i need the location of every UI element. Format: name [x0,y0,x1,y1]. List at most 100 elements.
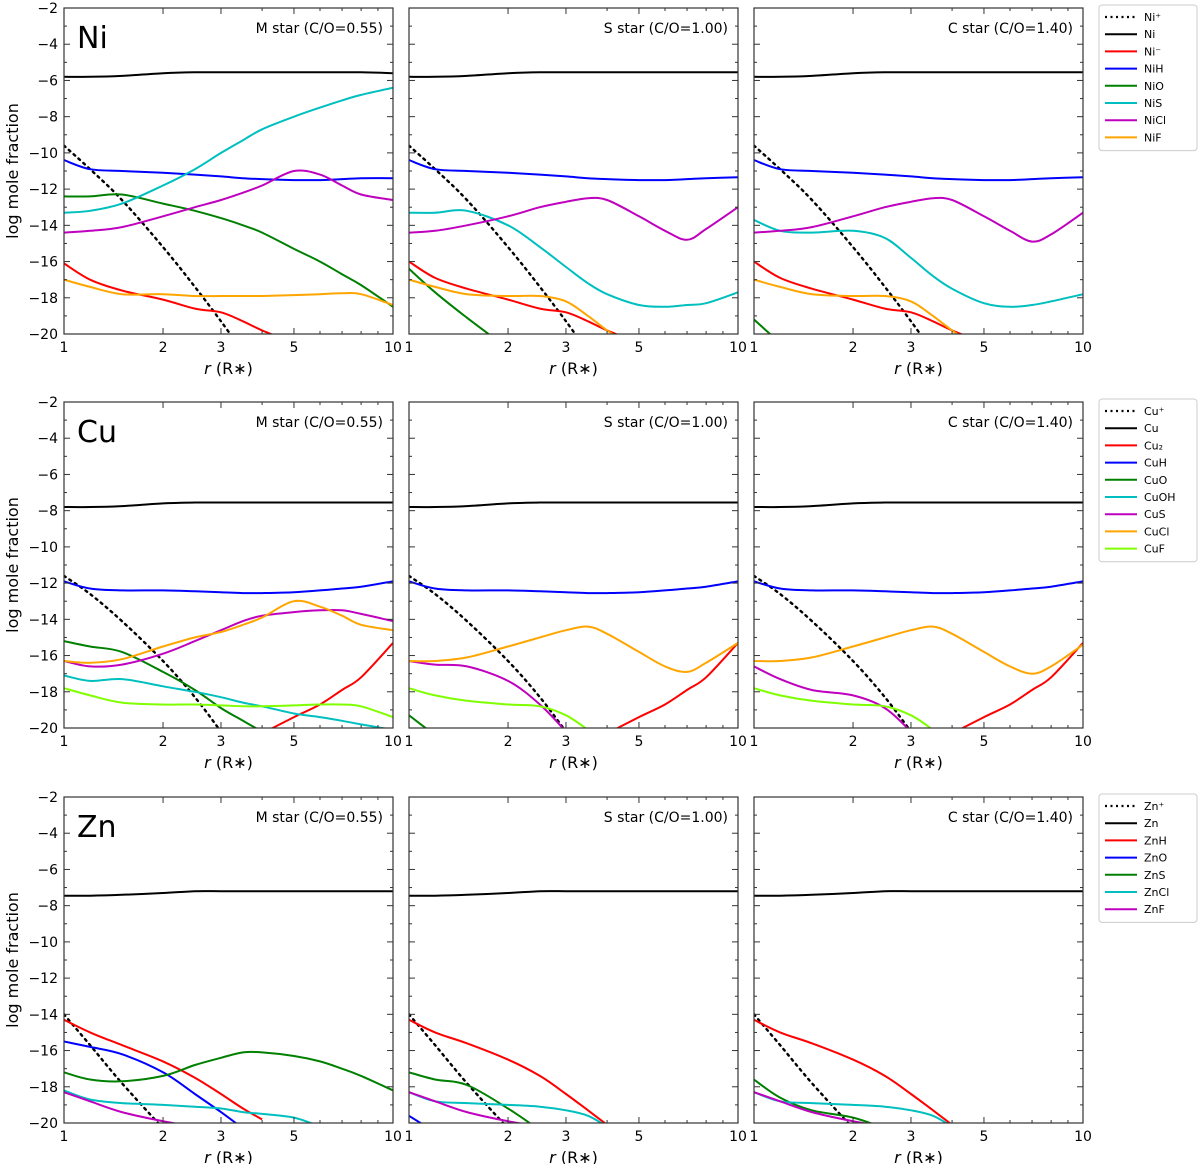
star-type-label: S star (C/O=1.00) [604,415,728,431]
x-tick-label: 1 [405,734,414,750]
panel-cu-c-star: 1 2 3 5 10 r (R∗) C star (C/O=1.40) [750,401,1092,772]
legend-label: CuS [1144,508,1166,521]
legend-label: ZnS [1144,869,1166,882]
series-zns [64,1050,393,1092]
series-lines [409,501,738,728]
legend-label: Ni⁺ [1144,11,1161,24]
panel-cu-m-star: −2 −4 −6 −8 −10 −12 −14 −16 −18 −20 log mole fract… [3,395,402,772]
legend-label: ZnCl [1144,886,1169,899]
x-tick-label: 1 [750,734,759,750]
legend-label: ZnO [1144,852,1168,865]
panel-cu-s-star: 1 2 3 5 10 r (R∗) S star (C/O=1.00) [405,401,747,772]
y-tick-label: −16 [28,649,58,665]
y-tick-label: −14 [28,1007,58,1023]
y-tick-label: −20 [28,1116,58,1132]
series-zn-plus [409,1013,505,1123]
series-lines [754,71,1083,334]
series-cucl [754,625,1083,675]
x-tick-label: 3 [562,1129,571,1145]
legend-label: Ni [1144,28,1155,41]
x-tick-label: 2 [849,734,858,750]
series-cuf [409,687,588,728]
series-zno [409,1114,423,1123]
x-tick-label: 10 [1074,734,1092,750]
series-nis [754,218,1083,308]
panel-ni-s-star: 1 2 3 5 10 r (R∗) S star (C/O=1.00) [405,7,747,378]
x-tick-label: 5 [980,1129,989,1145]
series-znf [409,1091,524,1123]
star-type-label: M star (C/O=0.55) [256,810,383,826]
series-znf [64,1091,179,1123]
panel-zn-m-star: −2 −4 −6 −8 −10 −12 −14 −16 −18 −20 log mole fract… [3,790,402,1164]
legend-label: CuOH [1144,491,1176,504]
series-zn-plus [64,1013,160,1123]
legend-ni: Ni⁺ Ni Ni⁻ NiH NiO NiS NiCl NiF [1098,4,1198,152]
x-tick-label: 5 [290,1129,299,1145]
x-tick-label: 3 [217,1129,226,1145]
series-nicl [409,196,738,241]
x-tick-label: 5 [635,1129,644,1145]
y-tick-label: −14 [28,218,58,234]
series-nih [64,159,393,182]
legend-label: CuCl [1144,525,1169,538]
legend-cu: Cu⁺ Cu Cu₂ CuH CuO CuOH CuS CuCl CuF [1098,398,1198,563]
series-nio [64,193,393,308]
series-cus [409,660,565,728]
series-znh [754,1018,952,1123]
y-tick-label: −8 [37,110,58,126]
x-tick-label: 10 [729,734,747,750]
x-tick-label: 3 [562,734,571,750]
legend-box [1098,398,1198,563]
x-tick-label: 10 [384,340,402,356]
axes-frame [753,401,1084,729]
x-tick-label: 3 [907,340,916,356]
x-tick-label: 1 [405,1129,414,1145]
legend-label: Ni⁻ [1144,45,1161,58]
panel-ni-m-star: −2 −4 −6 −8 −10 −12 −14 −16 −18 −20 log mole fract… [3,1,402,378]
legend-label: Cu [1144,422,1159,435]
legend-label: ZnF [1144,903,1165,916]
series-zn-plus [754,1013,850,1123]
legend-label: ZnH [1144,834,1167,847]
x-tick-label: 3 [907,1129,916,1145]
y-tick-label: −6 [37,467,58,483]
y-tick-label: −12 [28,182,58,198]
series-zncl [64,1089,314,1123]
series-nif [64,278,393,306]
legend-label: Zn [1144,817,1159,830]
panel-zn-c-star: 1 2 3 5 10 r (R∗) C star (C/O=1.40) [750,796,1092,1164]
y-tick-label: −2 [37,395,58,411]
series-lines [754,890,1083,1123]
series-cu-plus [409,574,565,728]
y-tick-label: −10 [28,540,58,556]
y-tick-label: −18 [28,685,58,701]
series-lines [64,890,393,1123]
series-lines [409,890,738,1123]
series-ni [64,71,393,78]
x-tick-label: 10 [384,1129,402,1145]
y-tick-label: −4 [37,826,58,842]
x-tick-label: 10 [1074,1129,1092,1145]
x-tick-label: 3 [562,340,571,356]
x-axis-title: r (R∗) [204,1148,253,1164]
y-tick-label: −12 [28,576,58,592]
series-lines [64,71,393,334]
series-nif [754,278,960,334]
star-type-label: S star (C/O=1.00) [604,810,728,826]
legend-label: NiF [1144,131,1162,144]
x-tick-label: 3 [217,340,226,356]
series-zno [64,1040,238,1123]
legend-label: NiO [1144,80,1164,93]
y-tick-label: −20 [28,721,58,737]
x-tick-label: 5 [635,734,644,750]
x-axis-title: r (R∗) [894,753,943,772]
x-tick-label: 2 [504,734,513,750]
y-tick-label: −6 [37,73,58,89]
legend-label: Cu₂ [1144,439,1163,452]
series-lines [64,501,393,728]
series-nif [409,278,615,334]
star-type-label: C star (C/O=1.40) [948,21,1073,37]
star-type-label: C star (C/O=1.40) [948,415,1073,431]
legend-label: CuH [1144,457,1167,470]
